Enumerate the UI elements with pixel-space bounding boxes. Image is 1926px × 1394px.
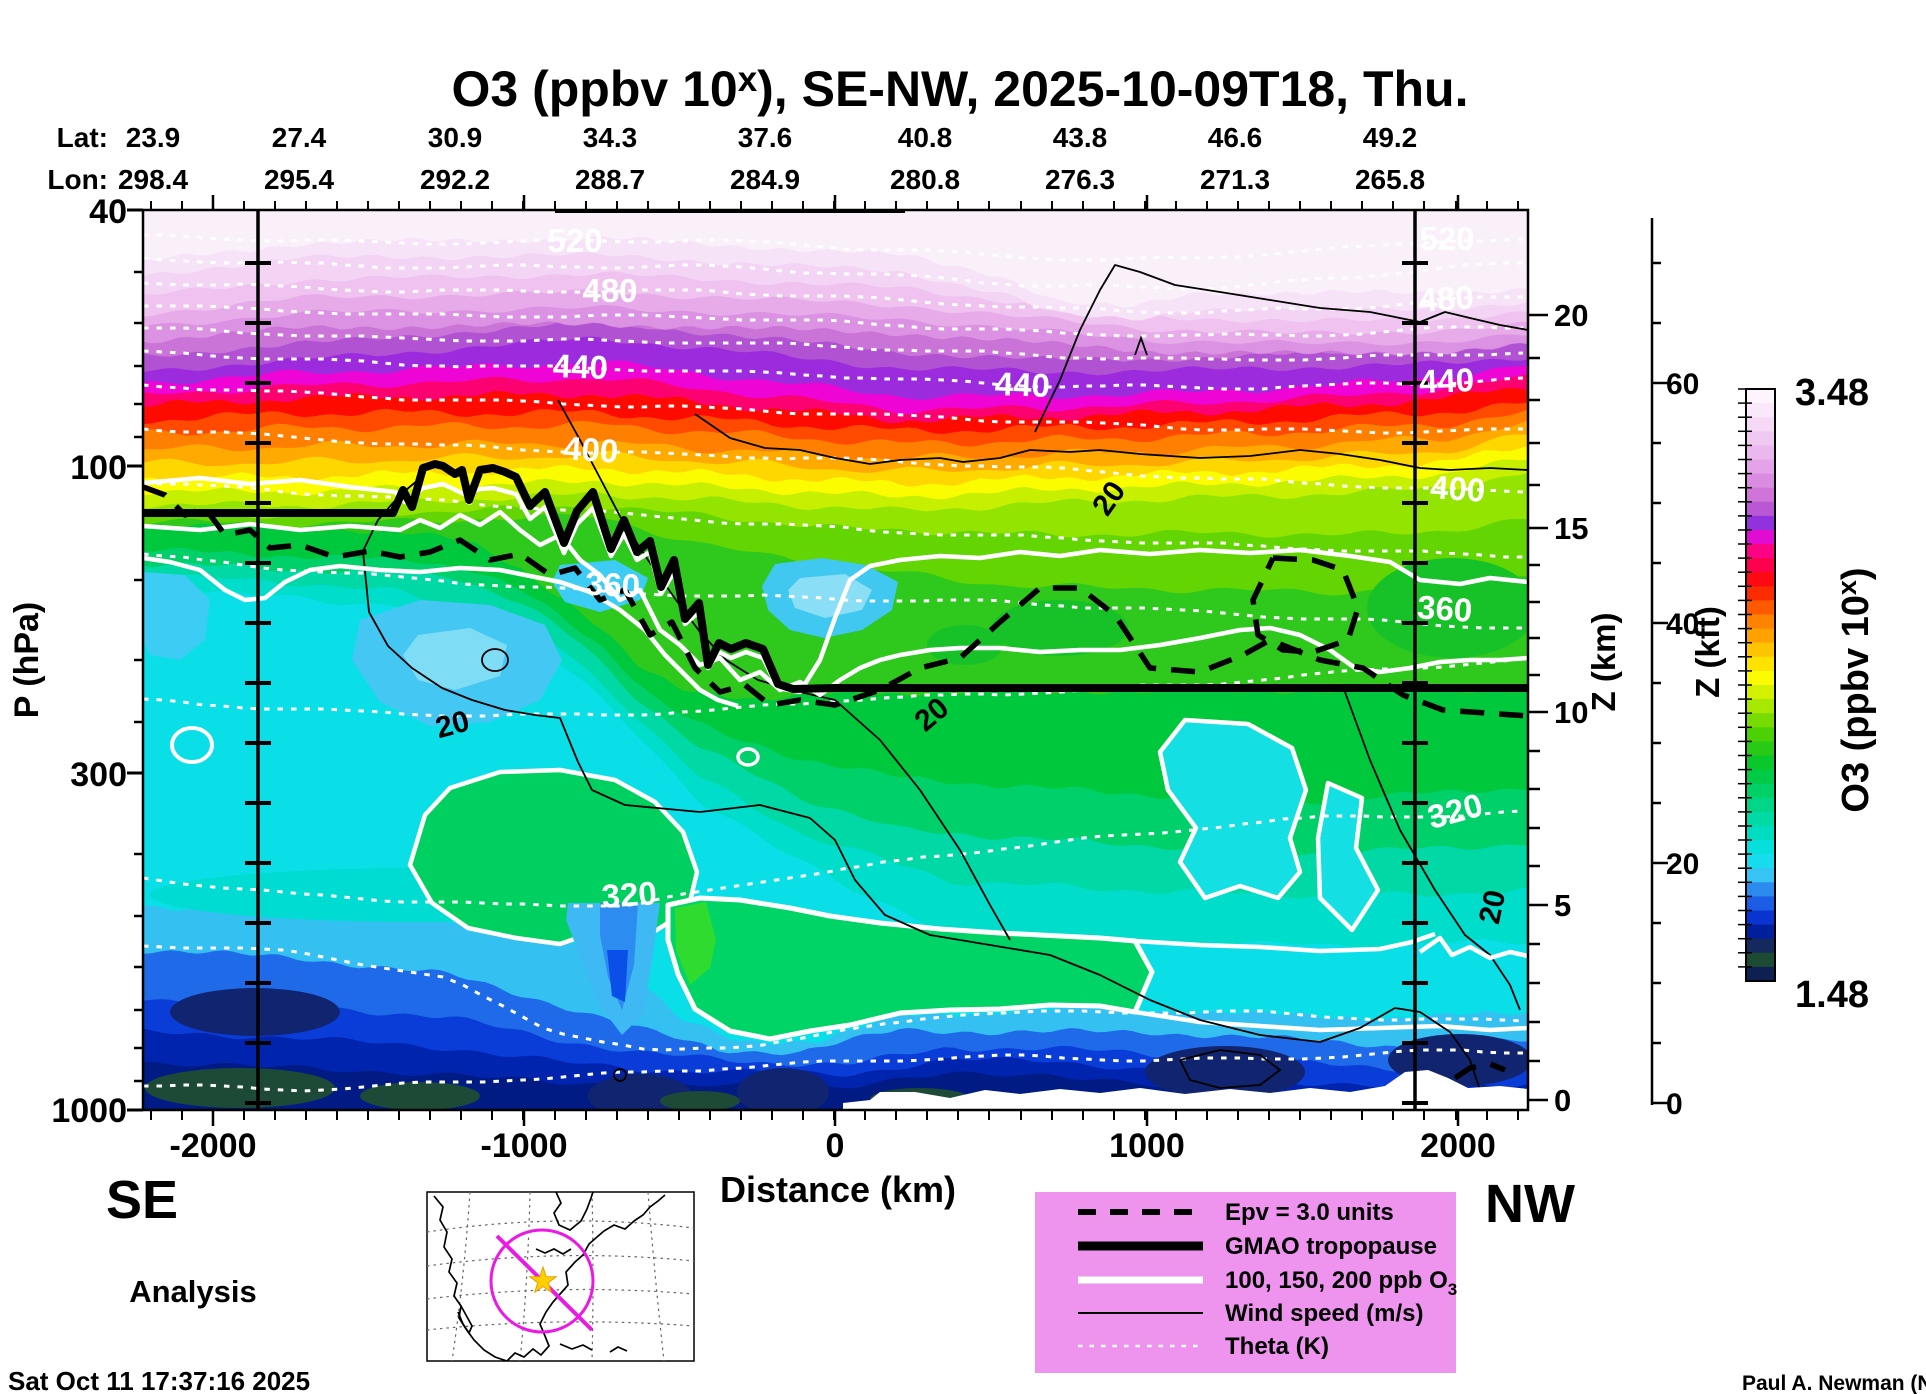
svg-text:Epv = 3.0 units: Epv = 3.0 units [1225,1199,1394,1226]
svg-text:480: 480 [582,272,637,309]
svg-text:1000: 1000 [51,1092,127,1130]
svg-text:34.3: 34.3 [583,122,638,153]
svg-text:5: 5 [1554,888,1571,923]
svg-text:-1000: -1000 [481,1127,568,1165]
svg-text:Analysis: Analysis [129,1274,257,1309]
svg-text:Z (kft): Z (kft) [1689,606,1726,698]
svg-text:10: 10 [1554,695,1588,730]
svg-text:27.4: 27.4 [272,122,327,153]
svg-text:Paul A. Newman (NASA: Paul A. Newman (NASA [1742,1372,1926,1394]
svg-text:520: 520 [547,222,602,259]
svg-text:37.6: 37.6 [738,122,793,153]
svg-text:O3 (ppbv 10x): O3 (ppbv 10x) [1832,567,1877,812]
svg-text:40.8: 40.8 [898,122,953,153]
svg-text:P (hPa): P (hPa) [8,602,46,719]
svg-text:100: 100 [70,449,127,487]
svg-text:1.48: 1.48 [1795,974,1869,1016]
svg-text:440: 440 [552,347,608,386]
svg-text:Wind speed (m/s): Wind speed (m/s) [1225,1300,1423,1327]
svg-text:440: 440 [994,365,1050,404]
svg-text:292.2: 292.2 [420,164,490,195]
svg-text:23.9: 23.9 [126,122,181,153]
svg-text:40: 40 [89,193,127,231]
svg-text:360: 360 [584,565,641,605]
svg-text:271.3: 271.3 [1200,164,1270,195]
svg-text:30.9: 30.9 [428,122,483,153]
svg-text:298.4: 298.4 [118,164,188,195]
svg-text:284.9: 284.9 [730,164,800,195]
svg-text:1000: 1000 [1109,1127,1185,1165]
svg-text:Lon:: Lon: [47,164,108,195]
svg-text:0: 0 [1554,1083,1571,1118]
svg-text:2000: 2000 [1420,1127,1496,1165]
svg-text:300: 300 [70,756,127,794]
svg-text:100, 150, 200 ppb O3: 100, 150, 200 ppb O3 [1225,1267,1457,1299]
svg-text:Distance (km): Distance (km) [720,1169,956,1210]
svg-text:Lat:: Lat: [57,122,108,153]
svg-text:3.48: 3.48 [1795,372,1869,414]
svg-text:20: 20 [1666,848,1699,881]
svg-text:400: 400 [562,429,620,470]
svg-text:520: 520 [1419,220,1474,257]
svg-text:265.8: 265.8 [1355,164,1425,195]
svg-text:Theta (K): Theta (K) [1225,1333,1329,1360]
svg-text:60: 60 [1666,368,1699,401]
svg-text:49.2: 49.2 [1363,122,1418,153]
svg-text:288.7: 288.7 [575,164,645,195]
svg-text:20: 20 [1473,887,1512,927]
svg-text:SE: SE [106,1170,178,1230]
svg-text:480: 480 [1417,278,1475,319]
svg-text:-2000: -2000 [170,1127,257,1165]
svg-text:276.3: 276.3 [1045,164,1115,195]
svg-text:40: 40 [1666,608,1699,641]
svg-text:43.8: 43.8 [1053,122,1108,153]
svg-text:Sat Oct 11 17:37:16 2025: Sat Oct 11 17:37:16 2025 [8,1366,310,1394]
svg-text:440: 440 [1418,361,1474,400]
svg-text:O3 (ppbv 10x), SE-NW, 2025-10-: O3 (ppbv 10x), SE-NW, 2025-10-09T18, Thu… [452,60,1469,117]
svg-text:280.8: 280.8 [890,164,960,195]
svg-text:NW: NW [1485,1174,1575,1234]
svg-text:15: 15 [1554,511,1588,546]
svg-text:360: 360 [1416,588,1474,629]
svg-text:320: 320 [600,874,658,915]
svg-text:400: 400 [1429,468,1487,509]
svg-text:295.4: 295.4 [264,164,334,195]
svg-text:GMAO tropopause: GMAO tropopause [1225,1233,1437,1260]
svg-text:20: 20 [1554,298,1588,333]
svg-text:0: 0 [826,1127,845,1165]
svg-text:46.6: 46.6 [1208,122,1263,153]
svg-text:Z (km): Z (km) [1585,613,1622,712]
svg-text:0: 0 [1666,1088,1683,1121]
